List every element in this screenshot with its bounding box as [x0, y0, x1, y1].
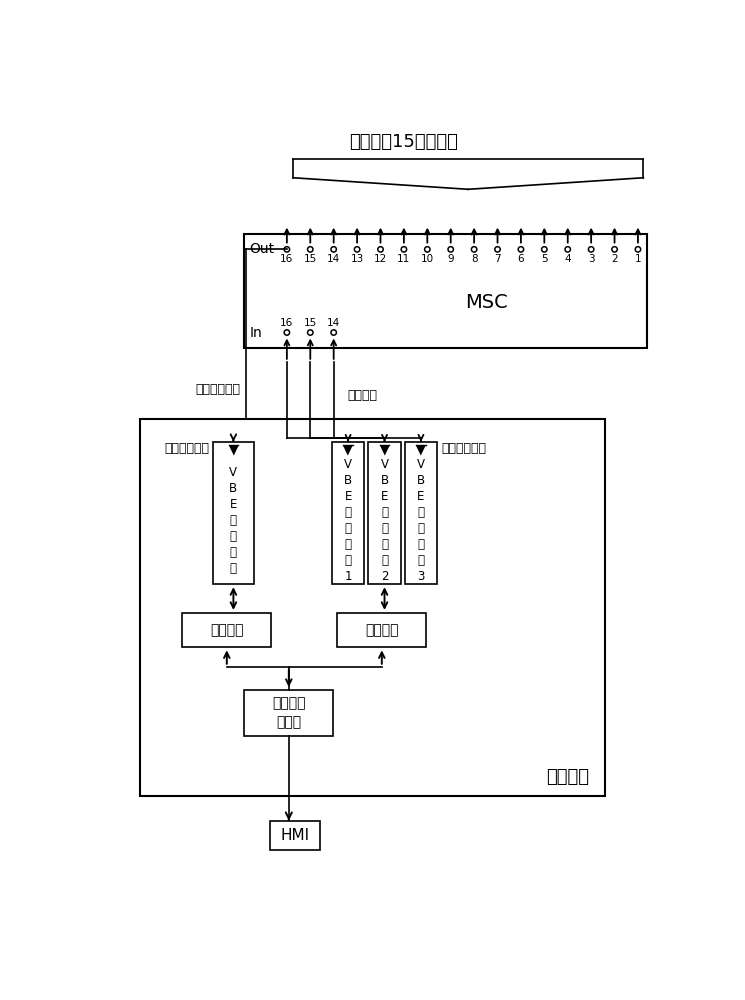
Text: 6: 6 [518, 254, 524, 264]
Text: ▼: ▼ [343, 443, 353, 456]
Text: 13: 13 [350, 254, 364, 264]
Bar [270, 821, 320, 850]
Text: 14: 14 [327, 318, 340, 328]
Text: MSC: MSC [465, 293, 507, 312]
Bar [337, 613, 426, 647]
Text: 阀控系统: 阀控系统 [546, 768, 589, 786]
Text: 触发检查光纤: 触发检查光纤 [195, 383, 241, 396]
Text: ▼: ▼ [416, 443, 425, 456]
Text: 光发射二极管: 光发射二极管 [442, 442, 487, 455]
Text: 光通道检
测模块: 光通道检 测模块 [272, 697, 305, 729]
Text: V
B
E
光
接
收
板: V B E 光 接 收 板 [229, 466, 238, 575]
Text: 最多触发15只晶闸管: 最多触发15只晶闸管 [349, 133, 457, 151]
Text: 14: 14 [327, 254, 340, 264]
Text: 12: 12 [374, 254, 387, 264]
Text: 15: 15 [304, 254, 317, 264]
Bar [213, 442, 253, 584]
Text: 1: 1 [635, 254, 641, 264]
Text: ▼: ▼ [380, 443, 390, 456]
Bar [368, 442, 401, 584]
Bar [244, 234, 647, 348]
Bar [139, 419, 605, 796]
Text: In: In [250, 326, 262, 340]
Text: 收光控制: 收光控制 [210, 623, 244, 637]
Text: Out: Out [250, 242, 275, 256]
Text: 10: 10 [421, 254, 434, 264]
Text: V
B
E
光
发
射
板
3: V B E 光 发 射 板 3 [417, 458, 425, 583]
Text: 16: 16 [280, 254, 294, 264]
Text: ▼: ▼ [229, 443, 238, 456]
Bar [405, 442, 437, 584]
Bar [183, 613, 271, 647]
Text: 光接收二极管: 光接收二极管 [165, 442, 209, 455]
Text: 5: 5 [541, 254, 548, 264]
Text: 16: 16 [280, 318, 294, 328]
Text: V
B
E
光
发
射
板
2: V B E 光 发 射 板 2 [381, 458, 389, 583]
Text: HMI: HMI [280, 828, 310, 843]
Text: 4: 4 [565, 254, 571, 264]
Text: 9: 9 [448, 254, 454, 264]
Text: 7: 7 [494, 254, 501, 264]
Text: 2: 2 [611, 254, 618, 264]
Bar [244, 690, 333, 736]
Text: 15: 15 [304, 318, 317, 328]
Text: V
B
E
光
发
射
板
1: V B E 光 发 射 板 1 [344, 458, 352, 583]
Text: 8: 8 [471, 254, 478, 264]
Text: 触发光纤: 触发光纤 [348, 389, 378, 402]
Bar [332, 442, 364, 584]
Text: 11: 11 [397, 254, 410, 264]
Text: 3: 3 [588, 254, 595, 264]
Text: 发光控制: 发光控制 [365, 623, 399, 637]
